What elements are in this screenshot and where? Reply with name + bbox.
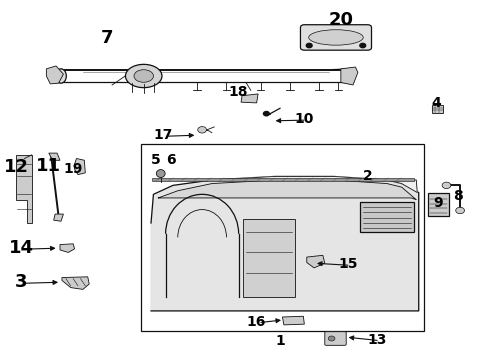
Ellipse shape	[134, 70, 153, 82]
Circle shape	[264, 112, 270, 116]
Ellipse shape	[56, 69, 66, 83]
Text: 20: 20	[328, 12, 353, 30]
Text: 10: 10	[294, 112, 314, 126]
Polygon shape	[212, 176, 417, 193]
Polygon shape	[282, 316, 304, 325]
Polygon shape	[244, 220, 294, 297]
Text: 13: 13	[368, 333, 387, 347]
Bar	[141, 144, 423, 330]
Polygon shape	[307, 255, 325, 268]
Bar	[428, 193, 449, 216]
Text: 18: 18	[229, 85, 248, 99]
Polygon shape	[158, 180, 416, 200]
Text: 11: 11	[36, 157, 61, 175]
Polygon shape	[54, 214, 63, 221]
Circle shape	[360, 43, 366, 48]
Polygon shape	[241, 94, 258, 103]
Polygon shape	[341, 67, 358, 85]
Polygon shape	[62, 277, 89, 289]
Text: 12: 12	[4, 158, 29, 176]
Polygon shape	[152, 178, 414, 181]
Polygon shape	[151, 176, 419, 311]
Circle shape	[456, 207, 465, 214]
Polygon shape	[60, 244, 74, 252]
Ellipse shape	[309, 30, 363, 45]
Text: 6: 6	[166, 153, 175, 167]
Circle shape	[198, 127, 206, 133]
Text: 7: 7	[101, 30, 114, 48]
FancyBboxPatch shape	[300, 25, 371, 50]
Text: 1: 1	[275, 334, 285, 348]
Bar	[432, 105, 442, 113]
Ellipse shape	[156, 170, 165, 177]
Ellipse shape	[125, 64, 162, 87]
Text: 19: 19	[63, 162, 83, 176]
Text: 5: 5	[151, 153, 161, 167]
Text: 4: 4	[431, 96, 441, 110]
Text: 2: 2	[363, 170, 372, 183]
Polygon shape	[49, 153, 60, 160]
Text: 17: 17	[153, 128, 173, 142]
Text: 16: 16	[246, 315, 266, 329]
Text: 15: 15	[339, 257, 358, 271]
Polygon shape	[74, 158, 85, 175]
Circle shape	[328, 336, 335, 341]
FancyBboxPatch shape	[325, 332, 346, 345]
Circle shape	[442, 182, 451, 189]
Circle shape	[306, 43, 312, 48]
Polygon shape	[360, 202, 414, 232]
Text: 14: 14	[8, 239, 33, 257]
Polygon shape	[16, 155, 32, 223]
Polygon shape	[47, 66, 63, 84]
Text: 8: 8	[453, 189, 463, 203]
Text: 9: 9	[433, 196, 443, 210]
Text: 3: 3	[15, 273, 27, 291]
